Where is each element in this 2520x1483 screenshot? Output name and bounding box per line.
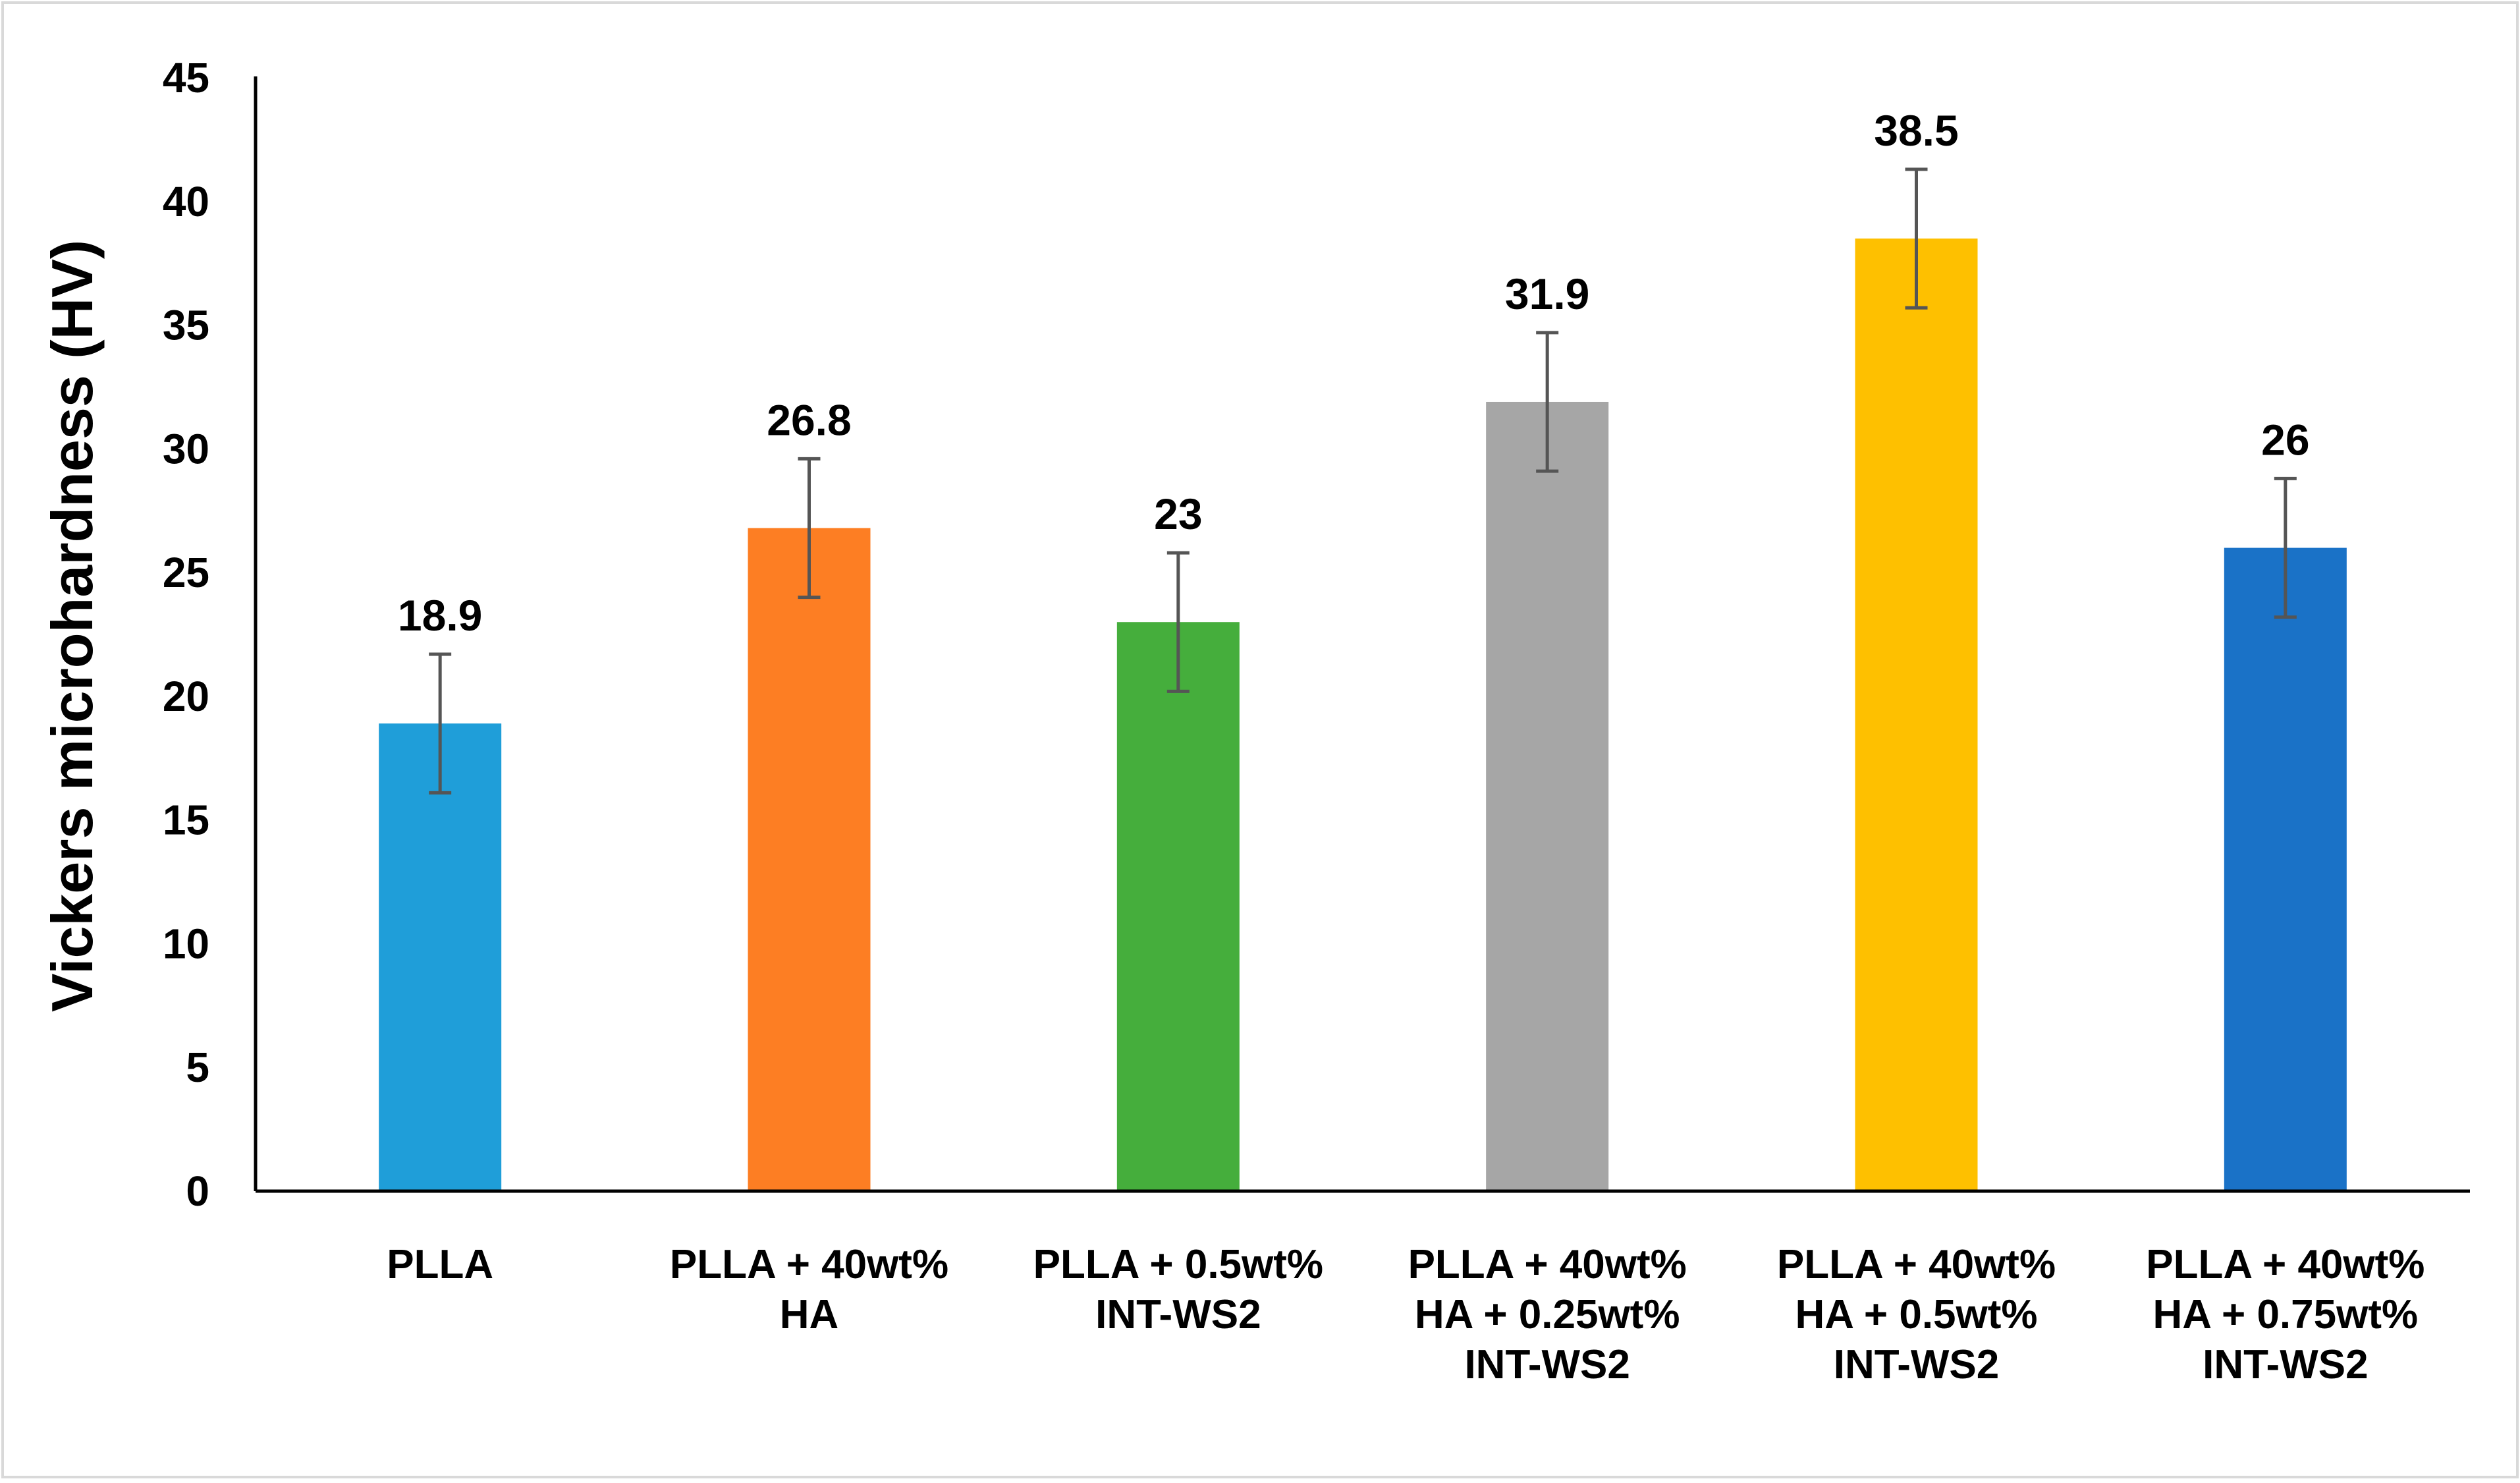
x-tick-label-line: HA + 0.5wt%: [1795, 1292, 2037, 1337]
bar: [1855, 238, 1978, 1192]
x-tick-label: PLLA + 0.5wt% INT-WS2: [1033, 1242, 1323, 1337]
bar: [1486, 401, 1609, 1191]
x-tick-label: PLLA + 40wt% HA: [670, 1242, 948, 1337]
x-tick-label: PLLA + 40wt% HA + 0.75wt% INT-WS2: [2146, 1242, 2424, 1387]
data-label: 23: [1154, 490, 1202, 538]
y-tick-label: 30: [163, 425, 209, 472]
x-tick-label-line: HA: [780, 1292, 839, 1337]
x-tick-label-line: PLLA + 40wt%: [670, 1242, 948, 1287]
bar: [379, 723, 502, 1191]
data-label: 38.5: [1874, 106, 1958, 155]
x-tick-label-line: HA + 0.25wt%: [1415, 1292, 1680, 1337]
x-tick-label-line: HA + 0.75wt%: [2153, 1292, 2419, 1337]
x-tick-label-line: INT-WS2: [1095, 1292, 1261, 1337]
data-label: 26: [2261, 415, 2309, 464]
x-tick-label-line: INT-WS2: [1464, 1342, 1630, 1387]
x-tick-label: PLLA + 40wt% HA + 0.5wt% INT-WS2: [1777, 1242, 2056, 1387]
data-label: 31.9: [1505, 269, 1589, 318]
data-label: 26.8: [767, 395, 851, 444]
y-tick-label: 5: [186, 1044, 209, 1091]
y-tick-label: 10: [163, 920, 209, 967]
x-tick-label-line: INT-WS2: [2203, 1342, 2368, 1387]
x-tick-label-line: INT-WS2: [1834, 1342, 1999, 1387]
x-tick-label-line: PLLA: [387, 1242, 493, 1287]
y-tick-label: 35: [163, 302, 209, 349]
data-label: 18.9: [398, 591, 482, 640]
bar: [748, 528, 871, 1191]
bar: [1116, 622, 1240, 1191]
y-tick-label: 25: [163, 549, 209, 596]
y-tick-label: 45: [163, 54, 209, 101]
x-tick-label: PLLA + 40wt% HA + 0.25wt% INT-WS2: [1408, 1242, 1687, 1387]
bar: [2224, 547, 2347, 1191]
x-tick-label-line: PLLA + 0.5wt%: [1033, 1242, 1323, 1287]
x-tick-label: PLLA: [387, 1242, 493, 1287]
x-tick-label-line: PLLA + 40wt%: [1408, 1242, 1687, 1287]
y-axis-title: Vickers microhardness (HV): [40, 240, 105, 1012]
y-tick-label: 40: [163, 178, 209, 225]
y-tick-label: 0: [186, 1167, 209, 1215]
x-tick-label-line: PLLA + 40wt%: [1777, 1242, 2056, 1287]
x-tick-label-line: PLLA + 40wt%: [2146, 1242, 2424, 1287]
y-tick-label: 20: [163, 673, 209, 720]
plot-area: 0 5 10 15 20 25 30 35 40 45 18.9 PLLA 26.8 PLLA + 40w…: [163, 54, 2470, 1387]
y-tick-label: 15: [163, 797, 209, 844]
